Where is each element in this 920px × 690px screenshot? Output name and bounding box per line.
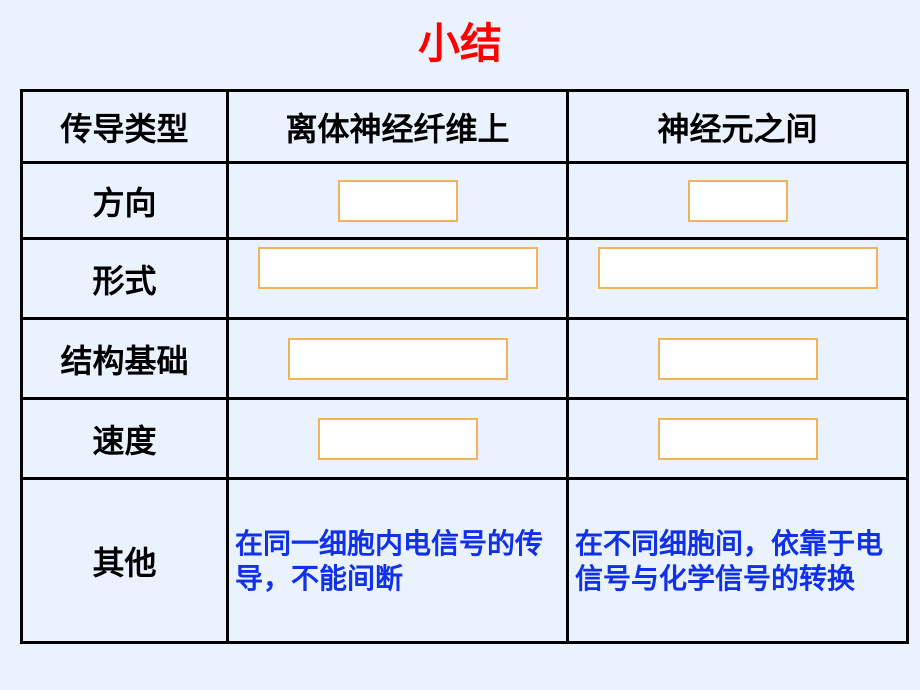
- col-header-fiber: 离体神经纤维上: [228, 91, 568, 163]
- table-row: 方向: [22, 163, 908, 239]
- cell-form-fiber: [228, 239, 568, 319]
- blank-box: [318, 418, 478, 460]
- page-title: 小结: [0, 0, 920, 89]
- cell-speed-neuron: [568, 399, 908, 479]
- cell-struct-neuron: [568, 319, 908, 399]
- cell-other-neuron: 在不同细胞间，依靠于电信号与化学信号的转换: [568, 479, 908, 643]
- row-label-speed: 速度: [22, 399, 228, 479]
- summary-table: 传导类型 离体神经纤维上 神经元之间 方向 形式 结构基础 速度: [20, 89, 909, 644]
- cell-direction-neuron: [568, 163, 908, 239]
- blank-box: [288, 338, 508, 380]
- col-header-type: 传导类型: [22, 91, 228, 163]
- table-row: 速度: [22, 399, 908, 479]
- blank-box: [598, 247, 878, 289]
- cell-form-neuron: [568, 239, 908, 319]
- table-header-row: 传导类型 离体神经纤维上 神经元之间: [22, 91, 908, 163]
- title-text: 小结: [418, 20, 502, 67]
- row-label-form: 形式: [22, 239, 228, 319]
- row-label-direction: 方向: [22, 163, 228, 239]
- cell-speed-fiber: [228, 399, 568, 479]
- cell-struct-fiber: [228, 319, 568, 399]
- col-header-neuron: 神经元之间: [568, 91, 908, 163]
- table-row: 结构基础: [22, 319, 908, 399]
- blank-box: [258, 247, 538, 289]
- cell-text: 在同一细胞内电信号的传导，不能间断: [235, 526, 560, 596]
- cell-direction-fiber: [228, 163, 568, 239]
- cell-other-fiber: 在同一细胞内电信号的传导，不能间断: [228, 479, 568, 643]
- blank-box: [688, 180, 788, 222]
- blank-box: [338, 180, 458, 222]
- blank-box: [658, 338, 818, 380]
- row-label-struct: 结构基础: [22, 319, 228, 399]
- row-label-other: 其他: [22, 479, 228, 643]
- table-row: 形式: [22, 239, 908, 319]
- table-row: 其他 在同一细胞内电信号的传导，不能间断 在不同细胞间，依靠于电信号与化学信号的…: [22, 479, 908, 643]
- cell-text: 在不同细胞间，依靠于电信号与化学信号的转换: [575, 526, 900, 596]
- blank-box: [658, 418, 818, 460]
